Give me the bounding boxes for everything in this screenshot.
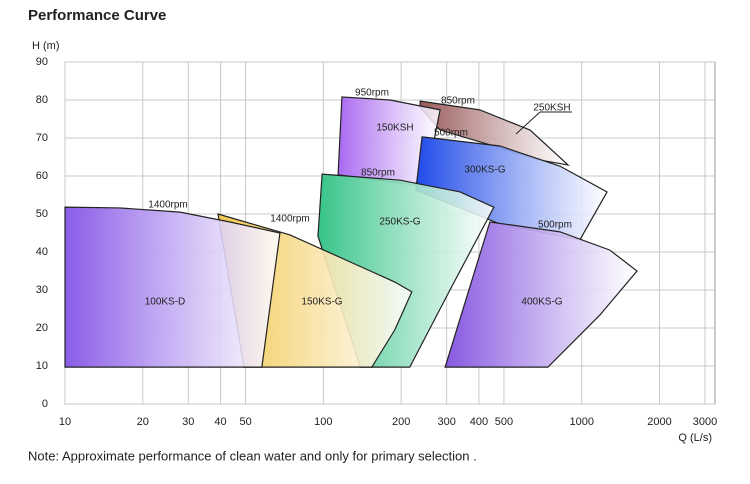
region [444, 221, 638, 368]
note: Note: Approximate performance of clean w… [28, 448, 477, 463]
region [64, 206, 281, 368]
y-tick-label: 90 [36, 56, 48, 68]
chart-title: Performance Curve [28, 7, 166, 24]
x-tick-label: 20 [137, 416, 149, 428]
x-tick-label: 300 [437, 416, 455, 428]
y-tick-label: 50 [36, 208, 48, 220]
y-tick-label: 60 [36, 170, 48, 182]
region-label: 400KS-G [521, 297, 562, 308]
region-label: 300KS-G [464, 165, 505, 176]
speed-label: 1400rpm [270, 214, 309, 225]
x-tick-label: 1000 [569, 416, 593, 428]
x-tick-label: 2000 [647, 416, 671, 428]
x-tick-label: 3000 [693, 416, 717, 428]
region-label: 150KS-G [301, 297, 342, 308]
speed-label: 1400rpm [148, 200, 187, 211]
y-tick-label: 40 [36, 246, 48, 258]
y-tick-label: 30 [36, 284, 48, 296]
x-tick-label: 100 [314, 416, 332, 428]
y-tick-label: 80 [36, 94, 48, 106]
x-tick-label: 50 [239, 416, 251, 428]
y-axis-label: H (m) [32, 40, 60, 52]
x-tick-label: 30 [182, 416, 194, 428]
y-tick-label: 0 [42, 398, 48, 410]
speed-label: 500rpm [434, 128, 468, 139]
region-label: 250KS-G [379, 217, 420, 228]
x-tick-label: 500 [495, 416, 513, 428]
leader-line [515, 111, 572, 135]
region-label: 250KSH [533, 103, 570, 114]
x-tick-label: 40 [214, 416, 226, 428]
region-label: 150KSH [376, 123, 413, 134]
y-tick-label: 70 [36, 132, 48, 144]
x-tick-label: 200 [392, 416, 410, 428]
x-tick-label: 10 [59, 416, 71, 428]
speed-label: 950rpm [355, 88, 389, 99]
speed-label: 850rpm [361, 168, 395, 179]
region-label: 100KS-D [145, 297, 186, 308]
y-tick-label: 10 [36, 360, 48, 372]
x-axis-label: Q (L/s) [678, 432, 712, 444]
speed-label: 500rpm [538, 220, 572, 231]
speed-label: 850rpm [441, 96, 475, 107]
y-tick-label: 20 [36, 322, 48, 334]
x-tick-label: 400 [470, 416, 488, 428]
